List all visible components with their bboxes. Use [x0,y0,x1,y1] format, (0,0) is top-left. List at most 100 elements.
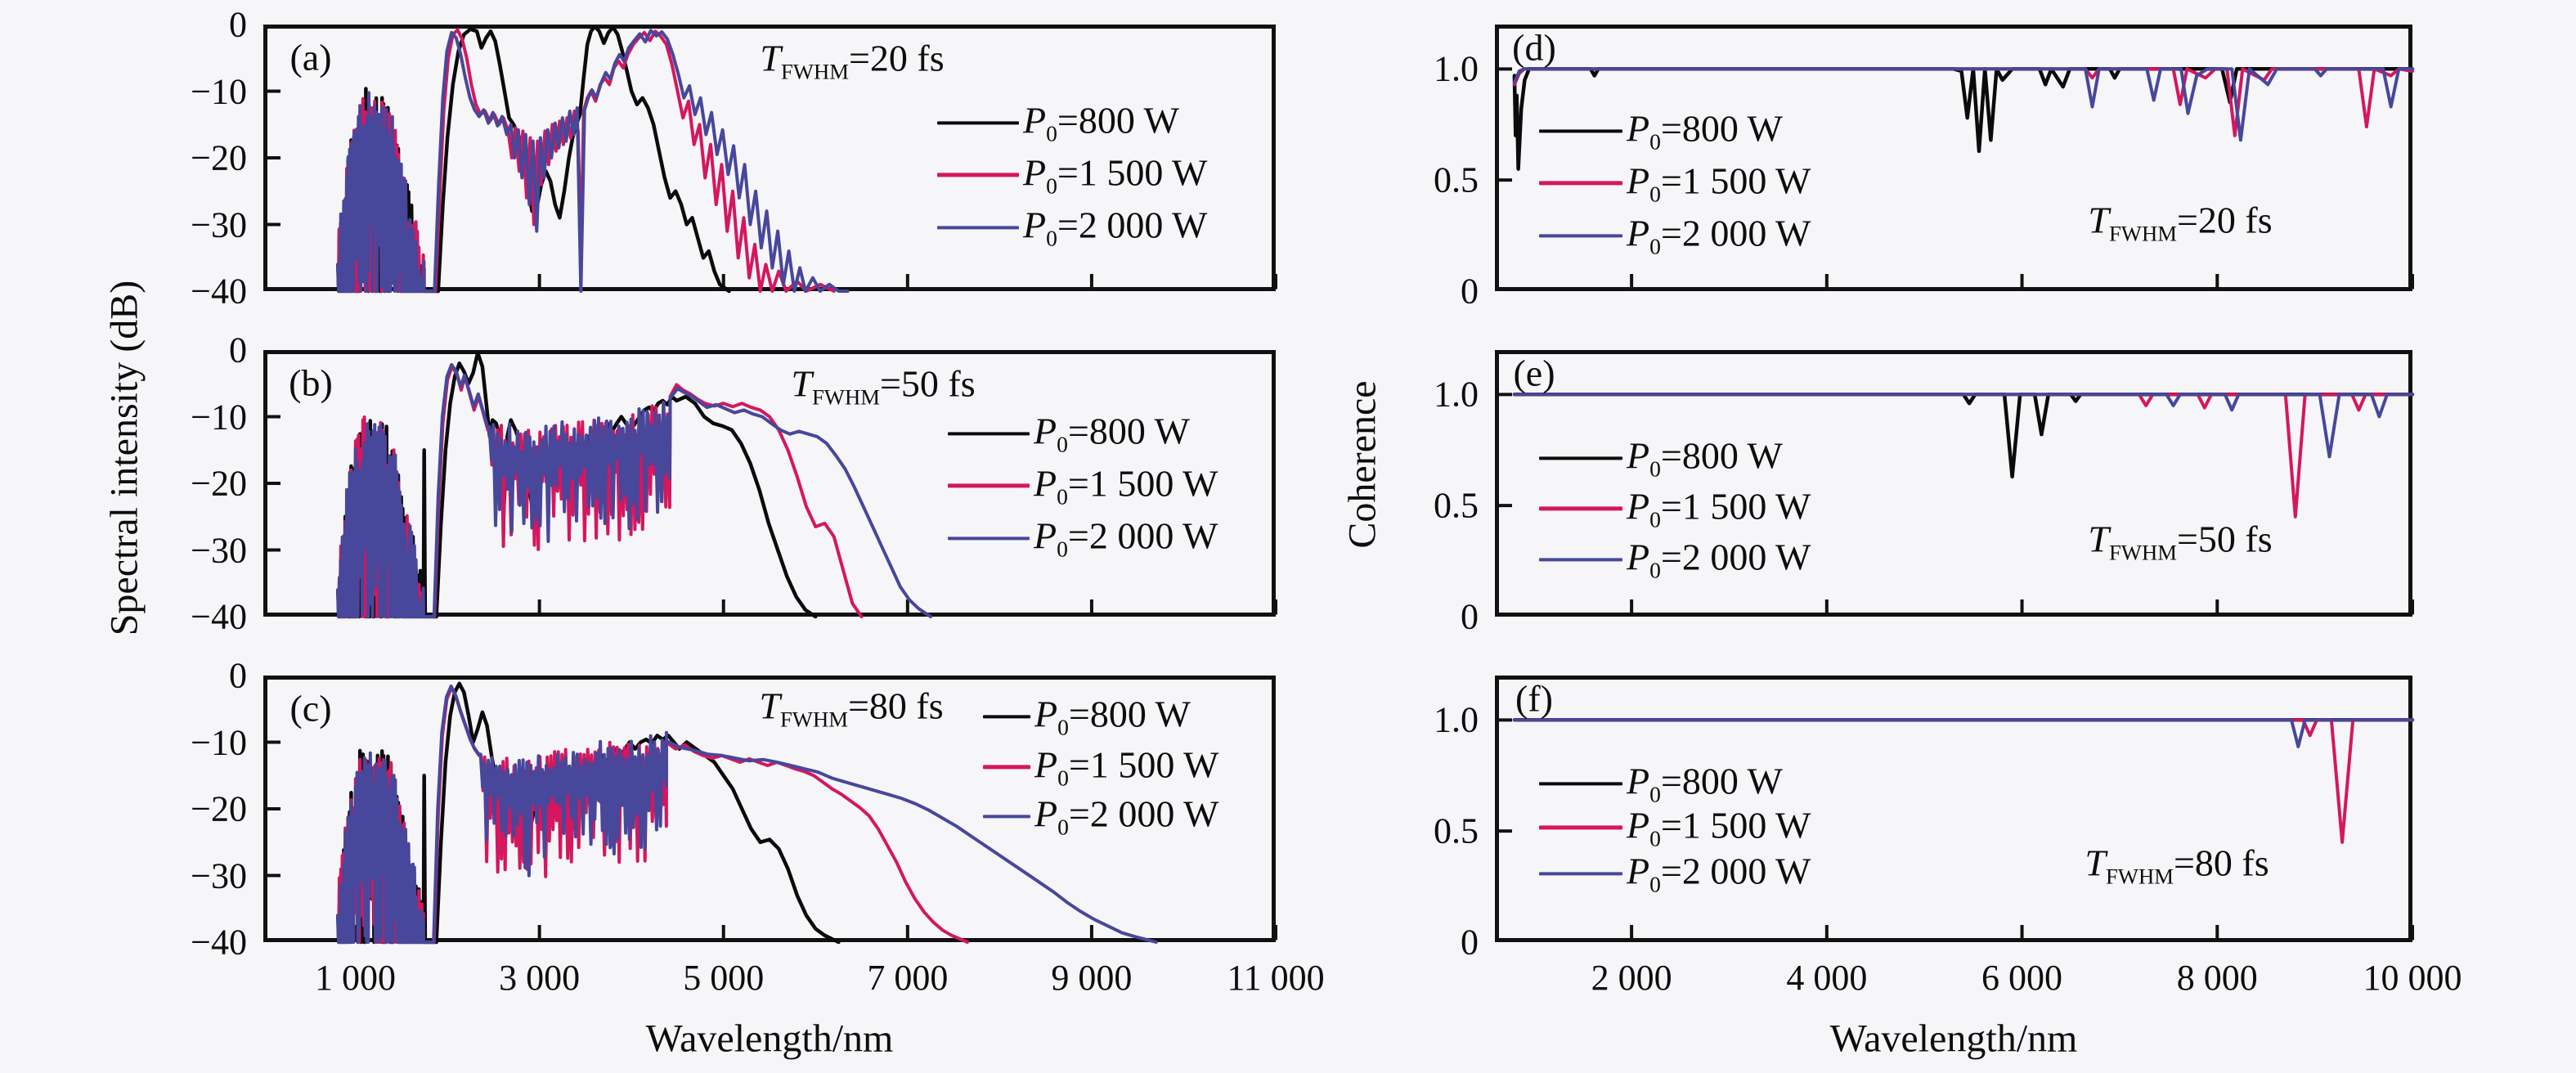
annotation-tfwhm-e: TFWHM=50 fs [2088,518,2273,565]
y-tick-label: −20 [191,788,247,829]
x-tick-label: 7 000 [867,958,949,998]
legend-label: P0=2 000 W [1627,536,1811,583]
x-tick-label: 6 000 [1981,958,2063,998]
y-tick-label: 0 [1461,922,1479,963]
panel-letter-f: (f) [1515,677,1553,720]
legend-label: P0=1 500 W [1034,743,1219,791]
legend-label: P0=2 000 W [1627,850,1811,897]
legend-swatch-line [1539,234,1622,237]
legend-label: P0=800 W [1627,760,1783,807]
legend-label: P0=1 500 W [1627,804,1811,851]
legend-swatch-line [1539,558,1622,561]
y-tick-label: −20 [191,137,247,178]
series-line-2000w [1512,718,2414,748]
legend-entry-1500w: P0=1 500 W [948,461,1218,510]
legend-swatch-line [1539,456,1622,460]
legend-swatch-line [937,121,1019,124]
plot-frame [1495,676,2412,942]
plot-panel-d [1495,25,2415,291]
y-tick-label: 1.0 [1434,699,1479,740]
annotation-tfwhm-f: TFWHM=80 fs [2085,842,2269,889]
legend-swatch-line [983,765,1030,770]
legend-entry-2000w: P0=2 000 W [1539,849,1811,897]
legend-label: P0=1 500 W [1627,159,1811,207]
panel-letter-b: (b) [289,361,333,404]
legend-label: P0=800 W [1023,99,1179,146]
series-line-2000w [1512,67,2414,142]
legend-entry-800w: P0=800 W [948,409,1190,457]
y-tick-label: −10 [191,397,247,437]
y-tick-label: 1.0 [1434,48,1479,89]
left-y-axis-title: Spectral intensity (dB) [102,280,146,636]
legend-label: P0=1 500 W [1627,485,1811,532]
legend-swatch-line [948,536,1030,540]
legend-entry-1500w: P0=1 500 W [937,150,1207,199]
panel-letter-a: (a) [289,36,332,79]
legend-swatch-line [1539,872,1622,875]
y-tick-label: 0.5 [1434,810,1479,851]
series-line-800w [1512,67,2415,171]
y-tick-label: 0.5 [1434,159,1479,200]
left-x-axis-title: Wavelength/nm [645,1017,894,1061]
legend-label: P0=2 000 W [1034,792,1219,840]
legend-entry-1500w: P0=1 500 W [983,743,1218,791]
legend-swatch-line [983,815,1030,818]
x-tick-label: 8 000 [2176,958,2258,998]
legend-entry-800w: P0=800 W [983,692,1191,740]
panel-letter-e: (e) [1513,352,1555,394]
annotation-tfwhm-c: TFWHM=80 fs [759,685,944,732]
plot-panel-b [263,350,1277,619]
x-tick-label: 1 000 [315,958,397,998]
series-line-2000w [336,362,932,618]
annotation-tfwhm-b: TFWHM=50 fs [791,362,976,410]
plot-panel-f [1495,676,2415,942]
x-tick-label: 9 000 [1051,958,1133,998]
legend-entry-2000w: P0=2 000 W [1539,535,1811,583]
x-tick-label: 3 000 [499,958,581,998]
legend-swatch-line [937,226,1019,229]
legend-entry-800w: P0=800 W [1539,759,1783,807]
legend-label: P0=2 000 W [1627,212,1811,259]
legend-entry-800w: P0=800 W [1539,433,1783,482]
legend-swatch-line [1539,825,1622,830]
y-tick-label: 0 [1461,596,1479,637]
legend-label: P0=800 W [1034,693,1191,740]
annotation-tfwhm-d: TFWHM=20 fs [2088,199,2273,246]
legend-label: P0=800 W [1034,410,1190,457]
x-tick-label: 2 000 [1591,958,1672,998]
y-tick-label: −30 [191,204,247,245]
legend-swatch-line [1539,181,1622,186]
legend-entry-1500w: P0=1 500 W [1539,159,1811,207]
y-tick-label: −40 [191,596,247,637]
y-tick-label: −40 [191,271,247,312]
legend-swatch-line [1539,129,1622,132]
legend-entry-2000w: P0=2 000 W [983,792,1218,840]
legend-entry-800w: P0=800 W [1539,106,1783,155]
legend-swatch-line [1539,506,1622,511]
legend-label: P0=800 W [1627,107,1783,155]
y-tick-label: −30 [191,530,247,570]
legend-label: P0=800 W [1627,434,1783,482]
right-y-axis-title: Coherence [1340,380,1384,549]
legend-entry-2000w: P0=2 000 W [937,203,1207,251]
x-tick-label: 5 000 [683,958,765,998]
legend-entry-1500w: P0=1 500 W [1539,484,1811,532]
legend-swatch-line [948,432,1030,435]
y-tick-label: −30 [191,855,247,896]
y-tick-label: 1.0 [1434,374,1479,415]
y-tick-label: −40 [191,922,247,963]
legend-label: P0=1 500 W [1023,151,1208,199]
legend-label: P0=2 000 W [1034,514,1218,562]
legend-entry-1500w: P0=1 500 W [1539,803,1811,851]
annotation-tfwhm-a: TFWHM=20 fs [760,37,945,84]
right-x-axis-title: Wavelength/nm [1829,1017,2078,1061]
plot-panel-e [1495,350,2415,617]
legend-label: P0=1 500 W [1034,462,1218,510]
y-tick-label: 0 [1461,271,1479,312]
legend-entry-800w: P0=800 W [937,98,1179,146]
legend-swatch-line [948,483,1030,488]
series-line-2000w [336,29,850,293]
legend-entry-2000w: P0=2 000 W [948,514,1218,562]
x-tick-label: 10 000 [2363,958,2462,998]
series-line-2000w [1512,393,2414,459]
